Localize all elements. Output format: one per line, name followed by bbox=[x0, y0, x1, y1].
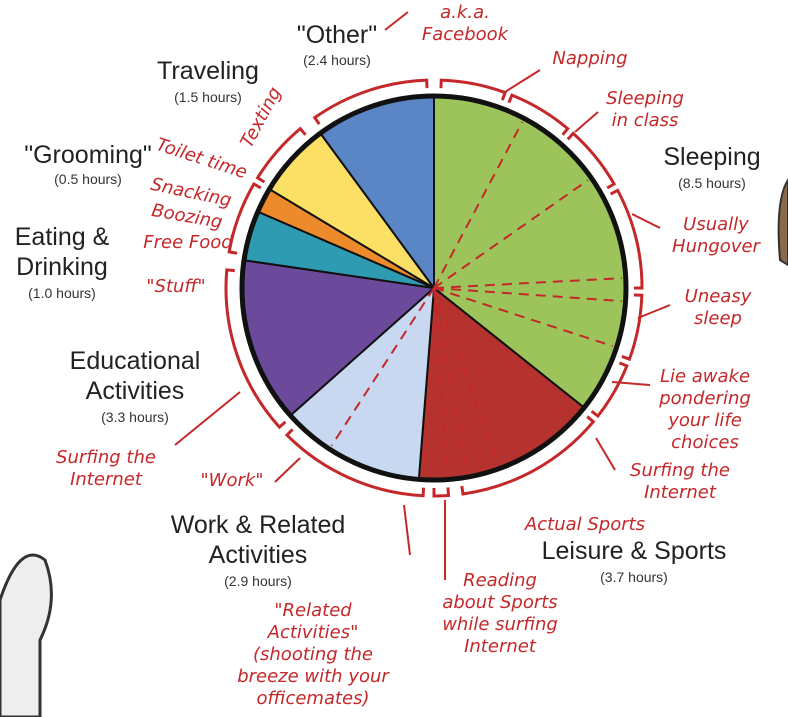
subdivision bbox=[433, 121, 524, 289]
hours-label: (3.3 hours) bbox=[101, 409, 169, 425]
annotation-text: Usually bbox=[683, 214, 749, 235]
annotation-text: Surfing the bbox=[56, 447, 156, 468]
subdivision bbox=[433, 277, 622, 289]
hours-label: (8.5 hours) bbox=[678, 175, 746, 191]
annotation-text: officemates) bbox=[256, 688, 369, 709]
annotation-text: Internet bbox=[644, 482, 717, 503]
slice-label: Work & Related Activities bbox=[170, 511, 346, 569]
bracket bbox=[460, 415, 596, 496]
slice-label: Leisure & Sports bbox=[541, 537, 727, 565]
subdivision bbox=[330, 287, 435, 447]
annotation-text: (shooting the bbox=[253, 644, 373, 665]
arrow bbox=[504, 69, 541, 93]
arrow bbox=[595, 437, 616, 471]
arrow bbox=[637, 304, 671, 319]
annotation: Free Food bbox=[143, 232, 233, 253]
bracket bbox=[432, 487, 451, 498]
slice-label: Traveling bbox=[157, 57, 259, 85]
annotation-text: pondering bbox=[658, 388, 751, 409]
annotation-text: Activities" bbox=[267, 622, 359, 643]
annotation: Texting bbox=[237, 84, 286, 152]
subdivision bbox=[433, 287, 468, 474]
annotation-text: "Work" bbox=[200, 470, 263, 491]
bracket bbox=[227, 181, 262, 255]
annotation: a.k.a.Facebook bbox=[422, 2, 510, 45]
bracket bbox=[284, 428, 426, 498]
annotation-text: sleep bbox=[694, 308, 742, 329]
annotation-text: choices bbox=[671, 432, 739, 453]
hours-label: (0.5 hours) bbox=[54, 171, 122, 187]
subdivision bbox=[433, 179, 589, 289]
annotation-text: Uneasy bbox=[685, 286, 752, 307]
annotation: Napping bbox=[552, 48, 627, 69]
hours-label: (1.5 hours) bbox=[174, 89, 242, 105]
arrow bbox=[611, 381, 651, 386]
annotation-text: Napping bbox=[552, 48, 627, 69]
annotation-text: Internet bbox=[464, 636, 537, 657]
annotation-text: Reading bbox=[463, 570, 537, 591]
bracket bbox=[224, 268, 287, 430]
annotation: Actual Sports bbox=[524, 514, 645, 535]
annotation-text: Texting bbox=[237, 84, 286, 152]
bracket bbox=[255, 126, 307, 184]
annotation-text: Lie awake bbox=[660, 366, 750, 387]
slice-label: Sleeping bbox=[663, 143, 761, 171]
arrow bbox=[384, 11, 409, 31]
annotation-text: Internet bbox=[70, 469, 143, 490]
cartoon-figure bbox=[0, 553, 53, 717]
annotation-text: Surfing the bbox=[630, 460, 730, 481]
annotation-text: Facebook bbox=[422, 24, 510, 45]
annotation-text: your life bbox=[667, 410, 742, 431]
arrow bbox=[631, 213, 661, 229]
slice-label: Educational Activities bbox=[69, 347, 201, 405]
hours-label: (2.9 hours) bbox=[224, 573, 292, 589]
annotation-text: Free Food bbox=[143, 232, 233, 253]
bracket bbox=[609, 188, 644, 290]
hours-label: (2.4 hours) bbox=[303, 52, 371, 68]
hours-label: (1.0 hours) bbox=[28, 285, 96, 301]
annotation-text: while surfing bbox=[442, 614, 558, 635]
pie-outline bbox=[239, 93, 629, 483]
arrow bbox=[403, 504, 411, 556]
slice-label: "Other" bbox=[296, 21, 378, 49]
annotation-text: about Sports bbox=[442, 592, 557, 613]
slice-label: Eating & Drinking bbox=[14, 223, 110, 281]
bracket bbox=[621, 293, 644, 362]
bracket bbox=[439, 78, 508, 101]
arrow bbox=[174, 391, 241, 446]
subdivision bbox=[433, 287, 622, 303]
annotation-text: a.k.a. bbox=[440, 2, 490, 23]
annotation: "Stuff" bbox=[146, 276, 205, 297]
arrow bbox=[574, 111, 599, 133]
bracket bbox=[590, 361, 629, 419]
annotation-text: in class bbox=[612, 110, 679, 131]
annotation-text: Sleeping bbox=[606, 88, 684, 109]
slice-label: "Grooming" bbox=[24, 141, 152, 169]
annotation-text: "Related bbox=[274, 600, 352, 621]
subdivision bbox=[433, 287, 449, 476]
annotation: "Work" bbox=[200, 470, 263, 491]
subdivision bbox=[433, 287, 614, 348]
bracket bbox=[507, 93, 570, 136]
subdivision bbox=[433, 287, 500, 466]
bracket bbox=[312, 78, 429, 126]
annotation-text: Actual Sports bbox=[524, 514, 645, 535]
annotation-text: Hungover bbox=[672, 236, 762, 257]
arrow bbox=[274, 457, 301, 483]
cartoon-object bbox=[777, 178, 788, 267]
hours-label: (3.7 hours) bbox=[600, 569, 668, 585]
annotation-text: breeze with your bbox=[237, 666, 390, 687]
annotation-text: "Stuff" bbox=[146, 276, 205, 297]
bracket bbox=[566, 131, 617, 190]
